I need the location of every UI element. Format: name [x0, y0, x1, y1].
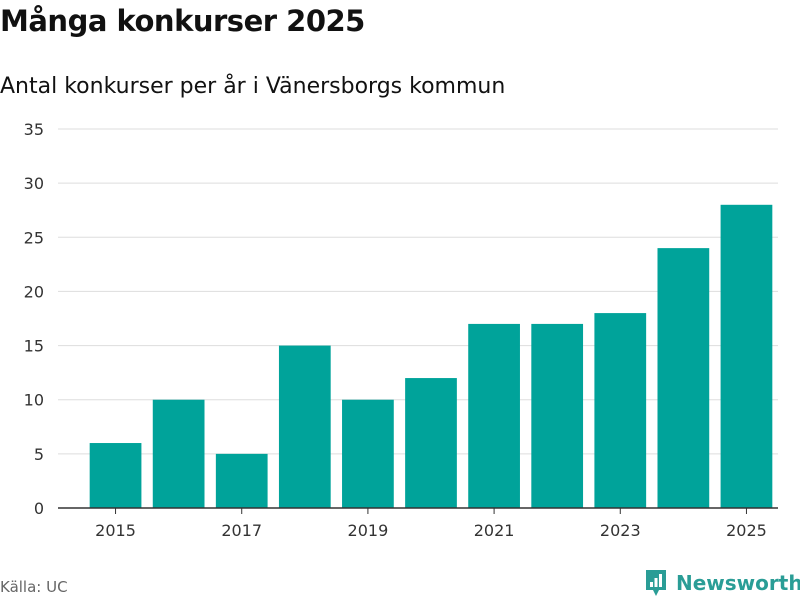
source-note: Källa: UC — [0, 578, 68, 596]
bar-2021 — [468, 323, 520, 508]
y-tick-label: 25 — [24, 228, 44, 247]
bar-2023 — [594, 313, 647, 508]
y-tick-label: 20 — [24, 282, 44, 301]
x-axis-ticks: 2015 2017 2019 2021 2023 2025 — [95, 508, 767, 540]
x-tick-label: 2019 — [348, 521, 389, 540]
bar-2015 — [89, 443, 142, 508]
bars — [89, 204, 773, 509]
y-tick-label: 35 — [24, 120, 44, 139]
bar-2017 — [215, 453, 268, 508]
chart-subtitle: Antal konkurser per år i Vänersborgs kom… — [0, 74, 506, 99]
x-tick-label: 2021 — [474, 521, 515, 540]
y-axis-ticks: 0 5 10 15 20 25 30 35 — [24, 120, 44, 518]
y-tick-label: 5 — [34, 445, 44, 464]
bar-2016 — [152, 399, 205, 508]
newsworthy-icon — [646, 570, 666, 596]
y-tick-label: 15 — [24, 337, 44, 356]
x-tick-label: 2023 — [600, 521, 641, 540]
brand-name: Newsworthy — [676, 571, 800, 595]
bar-2022 — [531, 323, 584, 508]
x-tick-label: 2017 — [221, 521, 262, 540]
x-tick-label: 2025 — [726, 521, 767, 540]
x-tick-label: 2015 — [95, 521, 136, 540]
bar-2025 — [720, 204, 773, 509]
bar-2020 — [405, 378, 457, 508]
bar-2019 — [342, 399, 394, 508]
brand-logo: Newsworthy — [644, 568, 800, 598]
chart-title: Många konkurser 2025 — [0, 4, 365, 38]
y-tick-label: 0 — [34, 499, 44, 518]
y-tick-label: 30 — [24, 174, 44, 193]
bar-2024 — [657, 248, 710, 508]
y-tick-label: 10 — [24, 391, 44, 410]
bar-2018 — [278, 345, 331, 508]
